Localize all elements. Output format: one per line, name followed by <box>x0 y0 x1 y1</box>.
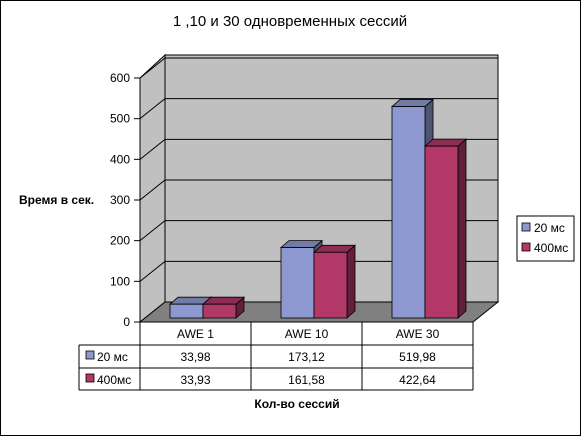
table-value: 33,93 <box>180 373 210 387</box>
bar-400мс-AWE 1 <box>201 296 246 319</box>
chart-title: 1 ,10 и 30 одновременных сессий <box>173 13 407 30</box>
legend-label: 20 мс <box>534 221 565 235</box>
y-axis: 0 100 200 300 400 500 600 <box>110 71 141 329</box>
data-table-text: AWE 1 AWE 10 AWE 30 20 мс 33,98 173,12 519,98 4… <box>85 327 440 387</box>
legend-label: 400мс <box>534 241 568 255</box>
table-category-0: AWE 1 <box>177 327 214 341</box>
legend-swatch <box>521 242 531 252</box>
table-value: 33,98 <box>180 350 210 364</box>
table-value: 422,64 <box>399 373 436 387</box>
gridline-side <box>139 98 166 120</box>
y-tick-label: 500 <box>110 112 130 126</box>
x-axis-label: Кол-во сессий <box>254 397 339 411</box>
gridline-side <box>139 138 166 160</box>
data-table <box>78 321 474 391</box>
table-swatch <box>85 373 95 383</box>
bar-front <box>202 303 237 319</box>
gridline-side <box>139 179 166 201</box>
y-tick-label: 400 <box>110 152 130 166</box>
gridline-side <box>139 220 166 242</box>
bar-400мс-AWE 30 <box>423 138 468 319</box>
table-series-name: 400мс <box>97 373 131 387</box>
table-series-name: 20 мс <box>97 350 128 364</box>
bar-front <box>313 251 348 319</box>
bar-side <box>457 138 467 319</box>
bar-front <box>424 145 459 319</box>
y-tick-label: 200 <box>110 234 130 248</box>
table-value: 161,58 <box>288 373 325 387</box>
bar-400мс-AWE 10 <box>312 244 357 319</box>
table-value: 519,98 <box>399 350 436 364</box>
bars <box>168 98 468 319</box>
gridline-side <box>139 57 166 79</box>
gridline-side <box>139 260 166 282</box>
table-value: 173,12 <box>288 350 325 364</box>
legend-swatch <box>521 222 531 232</box>
table-swatch <box>85 350 95 360</box>
y-tick-label: 100 <box>110 274 130 288</box>
table-category-2: AWE 30 <box>396 327 440 341</box>
side-wall <box>139 53 166 324</box>
bar-front <box>169 303 204 319</box>
y-tick-label: 600 <box>110 71 130 85</box>
y-tick-label: 0 <box>123 315 130 329</box>
y-tick-label: 300 <box>110 193 130 207</box>
bar-side <box>346 244 356 319</box>
bar-front <box>391 106 426 319</box>
y-axis-label: Время в сек. <box>19 193 94 207</box>
bar-front <box>280 247 315 319</box>
legend: 20 мс 400мс <box>516 215 575 262</box>
table-category-1: AWE 10 <box>285 327 329 341</box>
